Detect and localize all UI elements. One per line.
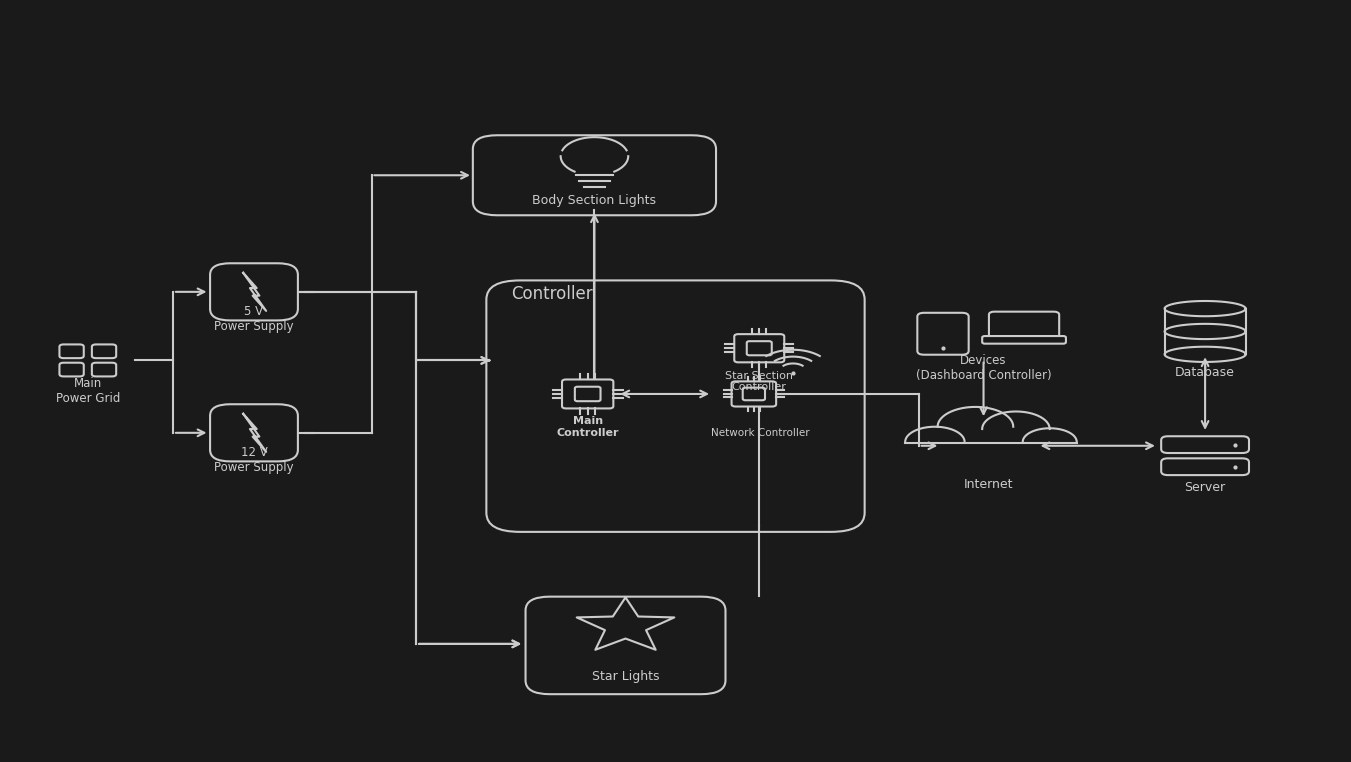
FancyBboxPatch shape xyxy=(1162,436,1250,453)
FancyBboxPatch shape xyxy=(211,405,297,462)
FancyBboxPatch shape xyxy=(92,344,116,358)
Text: Star Section
Controller: Star Section Controller xyxy=(725,370,793,392)
FancyBboxPatch shape xyxy=(211,264,297,321)
FancyBboxPatch shape xyxy=(917,312,969,355)
FancyBboxPatch shape xyxy=(59,344,84,358)
FancyBboxPatch shape xyxy=(989,312,1059,338)
FancyBboxPatch shape xyxy=(732,382,777,407)
Text: Controller: Controller xyxy=(511,285,592,303)
Text: Network Controller: Network Controller xyxy=(711,428,811,438)
Text: 5 V
Power Supply: 5 V Power Supply xyxy=(215,305,293,333)
Text: Body Section Lights: Body Section Lights xyxy=(532,194,657,207)
FancyBboxPatch shape xyxy=(1162,459,1250,475)
FancyBboxPatch shape xyxy=(526,597,725,694)
Text: Internet: Internet xyxy=(965,478,1013,491)
FancyBboxPatch shape xyxy=(982,336,1066,344)
FancyBboxPatch shape xyxy=(576,387,600,402)
FancyBboxPatch shape xyxy=(473,136,716,216)
Text: Devices
(Dashboard Controller): Devices (Dashboard Controller) xyxy=(916,354,1051,383)
FancyBboxPatch shape xyxy=(743,388,765,400)
Text: Main
Controller: Main Controller xyxy=(557,416,619,438)
FancyBboxPatch shape xyxy=(562,379,613,408)
FancyBboxPatch shape xyxy=(747,341,771,355)
FancyBboxPatch shape xyxy=(486,280,865,532)
Text: Database: Database xyxy=(1175,366,1235,379)
Text: Star Lights: Star Lights xyxy=(592,670,659,683)
Text: Main
Power Grid: Main Power Grid xyxy=(55,377,120,405)
FancyBboxPatch shape xyxy=(735,334,785,363)
Text: 12 V
Power Supply: 12 V Power Supply xyxy=(215,446,293,474)
Text: Server: Server xyxy=(1185,482,1225,495)
FancyBboxPatch shape xyxy=(92,363,116,376)
FancyBboxPatch shape xyxy=(59,363,84,376)
